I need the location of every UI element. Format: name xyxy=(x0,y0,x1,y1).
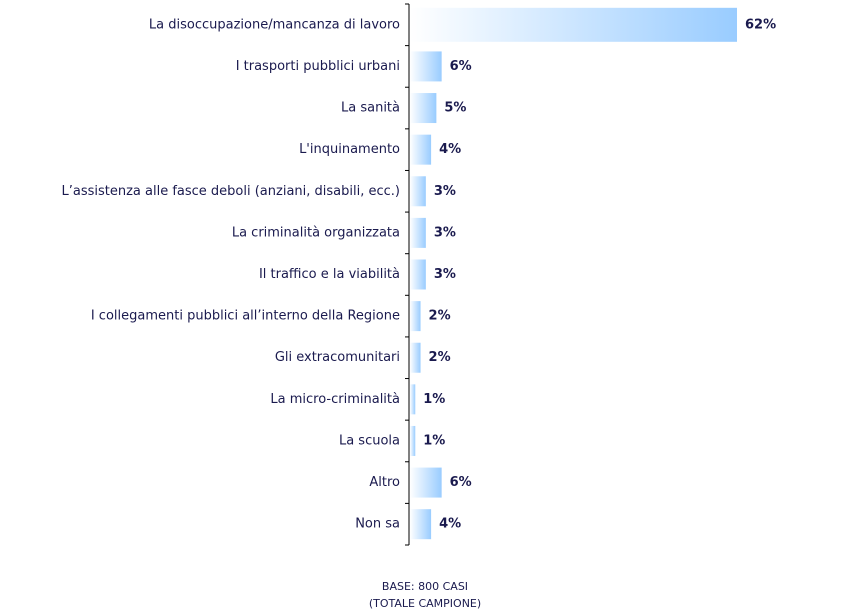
value-label: 6% xyxy=(450,475,472,490)
footnote: BASE: 800 CASI xyxy=(382,580,468,593)
category-label: Non sa xyxy=(355,517,400,532)
bar xyxy=(410,51,442,82)
bar xyxy=(410,467,442,498)
value-label: 2% xyxy=(429,309,451,324)
category-label: L’assistenza alle fasce deboli (anziani,… xyxy=(61,184,400,199)
value-label: 62% xyxy=(745,17,776,32)
category-label: Gli extracomunitari xyxy=(275,350,400,365)
bar xyxy=(410,93,437,124)
bar xyxy=(410,342,421,373)
bar xyxy=(410,259,426,290)
category-label: L'inquinamento xyxy=(299,142,400,157)
category-label: Altro xyxy=(369,475,400,490)
bar xyxy=(410,384,416,415)
category-label: La disoccupazione/mancanza di lavoro xyxy=(149,17,400,32)
value-label: 1% xyxy=(423,433,445,448)
category-label: La micro-criminalità xyxy=(270,392,400,407)
value-label: 3% xyxy=(434,225,456,240)
bar xyxy=(410,425,416,456)
bar xyxy=(410,217,426,248)
value-label: 1% xyxy=(423,392,445,407)
bar xyxy=(410,134,432,165)
category-label: I collegamenti pubblici all’interno dell… xyxy=(91,309,400,324)
value-label: 4% xyxy=(439,142,461,157)
value-label: 3% xyxy=(434,267,456,282)
category-label: I trasporti pubblici urbani xyxy=(236,59,400,74)
value-label: 4% xyxy=(439,517,461,532)
category-label: La scuola xyxy=(339,433,400,448)
category-label: La criminalità organizzata xyxy=(232,225,400,240)
bar xyxy=(410,301,421,332)
value-label: 5% xyxy=(444,101,466,116)
value-label: 2% xyxy=(429,350,451,365)
value-label: 6% xyxy=(450,59,472,74)
bar xyxy=(410,509,432,540)
category-label: Il traffico e la viabilità xyxy=(259,267,400,282)
footnote: (TOTALE CAMPIONE) xyxy=(369,597,481,610)
value-label: 3% xyxy=(434,184,456,199)
bar xyxy=(410,176,426,207)
bar xyxy=(410,7,737,42)
category-label: La sanità xyxy=(341,101,400,116)
